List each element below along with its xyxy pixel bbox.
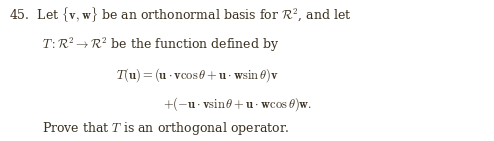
- Text: 45.  Let $\{\mathbf{v}, \mathbf{w}\}$ be an orthonormal basis for $\mathcal{R}^2: 45. Let $\{\mathbf{v}, \mathbf{w}\}$ be …: [9, 5, 351, 24]
- Text: $+(-\mathbf{u} \cdot \mathbf{v} \sin\theta + \mathbf{u} \cdot \mathbf{w} \cos\th: $+(-\mathbf{u} \cdot \mathbf{v} \sin\the…: [163, 95, 312, 113]
- Text: $T: \mathcal{R}^2 \rightarrow \mathcal{R}^2$ be the function defined by: $T: \mathcal{R}^2 \rightarrow \mathcal{R…: [42, 36, 279, 54]
- Text: Prove that $T$ is an orthogonal operator.: Prove that $T$ is an orthogonal operator…: [42, 120, 289, 137]
- Text: $T(\mathbf{u}) = (\mathbf{u} \cdot \mathbf{v} \cos\theta + \mathbf{u} \cdot \mat: $T(\mathbf{u}) = (\mathbf{u} \cdot \math…: [116, 67, 279, 84]
